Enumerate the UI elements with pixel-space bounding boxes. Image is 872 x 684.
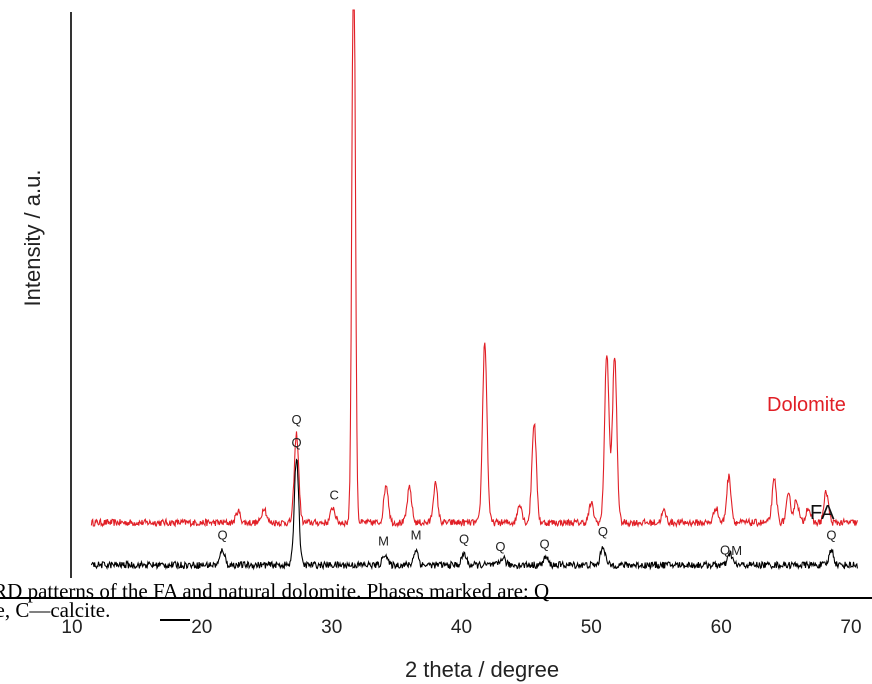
x-tick-label-70: 70	[840, 617, 861, 638]
x-tick-label-50: 50	[581, 617, 602, 638]
caption-strike-line	[0, 597, 872, 599]
peak-label-0: Q	[291, 412, 301, 427]
series-line-dolomite	[90, 9, 858, 529]
series-line-fa	[90, 458, 858, 571]
peak-label-2: Q	[217, 528, 227, 543]
peak-label-12: Q	[826, 528, 836, 543]
peak-label-11: M	[731, 543, 742, 558]
peak-label-5: M	[411, 528, 422, 543]
series-labels: Dolomite FA	[767, 394, 846, 524]
x-tick-labels: 10 20 30 40 50 60 70	[61, 617, 861, 638]
caption-line-2: lite, C—calcite.	[0, 598, 111, 622]
series-layer	[90, 9, 858, 571]
x-tick-label-20: 20	[191, 617, 212, 638]
series-label-fa: FA	[810, 502, 835, 524]
x-tick-label-10: 10	[61, 617, 82, 638]
x-axis-label: 2 theta / degree	[405, 657, 559, 682]
x-tick-label-60: 60	[711, 617, 732, 638]
y-axis-label: Intensity / a.u.	[20, 170, 45, 307]
x-tick-label-30: 30	[321, 617, 342, 638]
peak-label-6: Q	[459, 532, 469, 547]
peak-label-7: Q	[495, 539, 505, 554]
peak-label-10: Q	[720, 542, 730, 557]
peak-label-8: Q	[539, 537, 549, 552]
caption-strike-mark	[160, 619, 190, 621]
x-tick-label-40: 40	[451, 617, 472, 638]
peak-label-1: C	[330, 488, 339, 503]
caption-line-1: XRD patterns of the FA and natural dolom…	[0, 582, 550, 603]
peak-label-3: Q	[291, 435, 301, 450]
peak-label-9: Q	[598, 524, 608, 539]
series-label-dolomite: Dolomite	[767, 394, 846, 416]
figure-caption: XRD patterns of the FA and natural dolom…	[0, 582, 872, 622]
peak-label-4: M	[378, 533, 389, 548]
